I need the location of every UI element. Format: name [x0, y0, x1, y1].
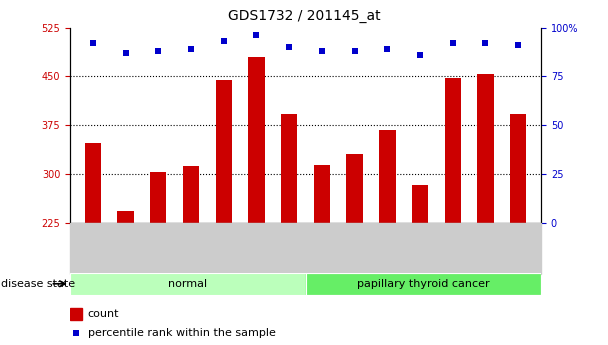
Point	[448, 40, 458, 46]
Text: normal: normal	[168, 279, 207, 289]
Text: GDS1732 / 201145_at: GDS1732 / 201145_at	[227, 9, 381, 23]
Point	[252, 33, 261, 38]
Bar	[70, 308, 81, 319]
Bar	[117, 211, 134, 223]
Point	[219, 39, 229, 44]
Bar	[150, 172, 167, 223]
Bar	[281, 114, 297, 223]
Point	[120, 50, 130, 56]
Point	[513, 42, 523, 48]
Text: disease state: disease state	[1, 279, 75, 288]
Bar	[412, 185, 428, 223]
Point	[153, 48, 163, 54]
Point	[88, 40, 98, 46]
Point	[71, 330, 80, 336]
Point	[415, 52, 425, 58]
Bar	[305, 273, 541, 295]
Bar	[85, 143, 101, 223]
Point	[285, 44, 294, 50]
Point	[317, 48, 326, 54]
Bar	[379, 130, 396, 223]
Bar	[215, 80, 232, 223]
Bar	[444, 78, 461, 223]
Bar	[305, 273, 541, 295]
Text: count: count	[88, 309, 119, 319]
Point	[186, 46, 196, 52]
Point	[481, 40, 491, 46]
Bar	[183, 166, 199, 223]
Bar	[70, 273, 305, 295]
Bar	[248, 57, 264, 223]
Bar	[314, 165, 330, 223]
Bar	[510, 114, 527, 223]
Point	[350, 48, 359, 54]
Text: percentile rank within the sample: percentile rank within the sample	[88, 328, 275, 338]
Bar	[347, 154, 363, 223]
Point	[382, 46, 392, 52]
Text: papillary thyroid cancer: papillary thyroid cancer	[357, 279, 489, 289]
Bar	[477, 75, 494, 223]
